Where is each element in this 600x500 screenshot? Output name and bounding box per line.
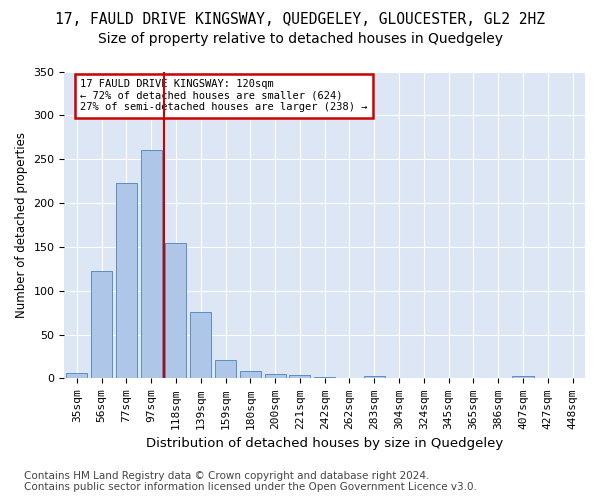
Text: Contains HM Land Registry data © Crown copyright and database right 2024.
Contai: Contains HM Land Registry data © Crown c… <box>24 471 477 492</box>
Text: 17, FAULD DRIVE KINGSWAY, QUEDGELEY, GLOUCESTER, GL2 2HZ: 17, FAULD DRIVE KINGSWAY, QUEDGELEY, GLO… <box>55 12 545 28</box>
Bar <box>166 244 187 378</box>
Bar <box>512 376 533 378</box>
Text: Size of property relative to detached houses in Quedgeley: Size of property relative to detached ho… <box>97 32 503 46</box>
Bar <box>140 150 162 378</box>
Bar <box>289 375 310 378</box>
Bar <box>190 312 211 378</box>
Bar <box>66 373 88 378</box>
Bar <box>265 374 286 378</box>
X-axis label: Distribution of detached houses by size in Quedgeley: Distribution of detached houses by size … <box>146 437 503 450</box>
Bar <box>215 360 236 378</box>
Y-axis label: Number of detached properties: Number of detached properties <box>15 132 28 318</box>
Bar <box>91 272 112 378</box>
Bar <box>364 376 385 378</box>
Bar <box>314 376 335 378</box>
Text: 17 FAULD DRIVE KINGSWAY: 120sqm
← 72% of detached houses are smaller (624)
27% o: 17 FAULD DRIVE KINGSWAY: 120sqm ← 72% of… <box>80 79 368 112</box>
Bar <box>240 372 261 378</box>
Bar <box>116 183 137 378</box>
